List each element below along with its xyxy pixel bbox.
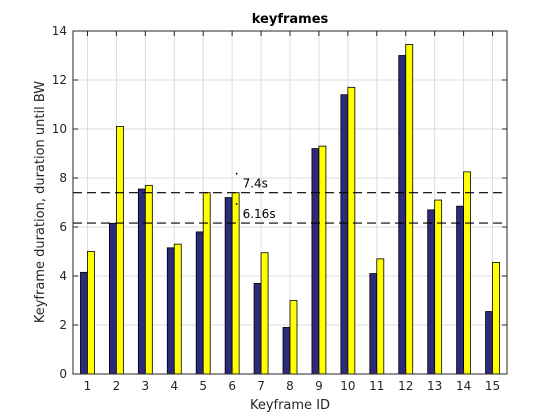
x-tick-label: 8	[286, 379, 294, 393]
x-tick-label: 6	[228, 379, 236, 393]
reference-line-label: 6.16s	[243, 207, 276, 221]
x-tick-label: 9	[315, 379, 323, 393]
x-tick-label: 15	[485, 379, 500, 393]
x-tick-label: 5	[199, 379, 207, 393]
bar-series-1-id-1	[80, 271, 88, 375]
reference-lines: 7.4s 6.16s	[73, 172, 507, 224]
x-tick-label: 12	[398, 379, 413, 393]
bar-series-1-id-14	[456, 205, 465, 375]
x-tick-label: 1	[84, 379, 92, 393]
chart-title: keyframes	[252, 12, 329, 27]
bar-series-2-id-5	[202, 192, 211, 375]
x-tick-label: 3	[142, 379, 150, 393]
bar-series-2-id-3	[144, 184, 153, 375]
bar-series-2-id-13	[434, 199, 443, 375]
y-tick-label: 12	[52, 73, 67, 87]
bars-group	[80, 44, 500, 375]
bar-series-1-id-4	[166, 247, 175, 375]
y-tick-label: 8	[59, 171, 67, 185]
bar-series-2-id-2	[116, 126, 124, 375]
bar-series-1-id-3	[137, 188, 146, 375]
bar-series-1-id-2	[109, 222, 117, 375]
bar-series-1-id-10	[340, 94, 349, 375]
y-tick-label: 14	[52, 24, 67, 38]
y-tick-label: 6	[59, 220, 67, 234]
bar-series-1-id-8	[282, 327, 291, 375]
axes-box	[72, 30, 508, 375]
bar-series-2-id-6	[231, 192, 240, 375]
x-tick-label: 10	[340, 379, 355, 393]
bar-series-1-id-13	[427, 209, 436, 375]
bar-series-2-id-8	[289, 300, 298, 375]
bar-series-2-id-9	[318, 145, 327, 375]
bar-series-1-id-12	[398, 55, 407, 375]
bar-series-1-id-11	[369, 273, 378, 375]
bar-series-2-id-7	[260, 252, 269, 375]
y-axis-title: Keyframe duration, duration until BW	[33, 81, 48, 323]
bar-series-2-id-11	[376, 258, 385, 375]
bar-series-2-id-12	[405, 44, 414, 375]
reference-marker-dot	[235, 203, 238, 205]
y-tick-label: 2	[59, 318, 67, 332]
bar-series-2-id-15	[492, 262, 500, 375]
y-tick-label: 0	[59, 367, 67, 381]
bar-series-2-id-4	[173, 243, 182, 375]
bar-series-1-id-5	[195, 231, 204, 375]
y-tick-label: 4	[59, 269, 67, 283]
bar-series-1-id-7	[253, 282, 262, 375]
x-axis-title: Keyframe ID	[250, 398, 330, 413]
reference-line-label: 7.4s	[243, 177, 268, 191]
x-tick-label: 13	[427, 379, 442, 393]
bar-series-1-id-6	[224, 197, 233, 375]
bar-series-2-id-1	[87, 251, 95, 375]
bar-series-1-id-15	[485, 311, 493, 375]
x-tick-label: 11	[369, 379, 384, 393]
x-tick-label: 14	[456, 379, 471, 393]
x-tick-label: 4	[170, 379, 178, 393]
bar-series-2-id-14	[463, 171, 472, 375]
bar-series-2-id-10	[347, 86, 356, 375]
x-tick-label: 2	[113, 379, 121, 393]
y-tick-label: 10	[52, 122, 67, 136]
x-tick-label: 7	[257, 379, 265, 393]
reference-marker-dot	[235, 172, 238, 175]
bar-series-1-id-9	[311, 148, 320, 375]
